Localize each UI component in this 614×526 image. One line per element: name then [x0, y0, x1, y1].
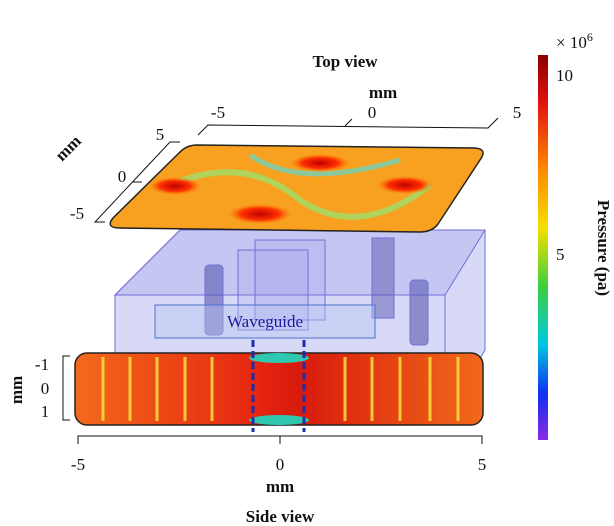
side-view-plate [75, 340, 483, 432]
side-y-tick: -1 [35, 355, 49, 374]
side-y-tick: 0 [41, 379, 50, 398]
side-y-axis [63, 356, 70, 420]
side-view-title: Side view [246, 507, 315, 526]
tick [345, 119, 352, 126]
top-y-tick: 5 [156, 125, 165, 144]
top-y-tick: 0 [118, 167, 127, 186]
waveguide-label: Waveguide [227, 312, 303, 331]
colorbar-tick: 5 [556, 245, 565, 264]
top-x-tick: 0 [368, 103, 377, 122]
side-y-label: mm [7, 376, 26, 404]
figure: × 106 10 5 Pressure (pa) Waveguide Top v… [0, 0, 614, 526]
colorbar-tick: 10 [556, 66, 573, 85]
colorbar-multiplier: × 106 [556, 30, 593, 52]
top-view-title: Top view [312, 52, 378, 71]
top-y-label: mm [51, 131, 84, 164]
side-x-label: mm [266, 477, 294, 496]
colorbar [538, 55, 548, 440]
top-x-tick: -5 [211, 103, 225, 122]
top-view-plate [110, 145, 483, 232]
side-x-tick: -5 [71, 455, 85, 474]
colorbar-label: Pressure (pa) [594, 200, 613, 296]
top-x-label: mm [369, 83, 397, 102]
side-y-tick: 1 [41, 402, 50, 421]
side-x-tick: 0 [276, 455, 285, 474]
top-x-axis [198, 118, 498, 135]
top-x-tick: 5 [513, 103, 522, 122]
side-x-tick: 5 [478, 455, 487, 474]
top-y-tick: -5 [70, 204, 84, 223]
